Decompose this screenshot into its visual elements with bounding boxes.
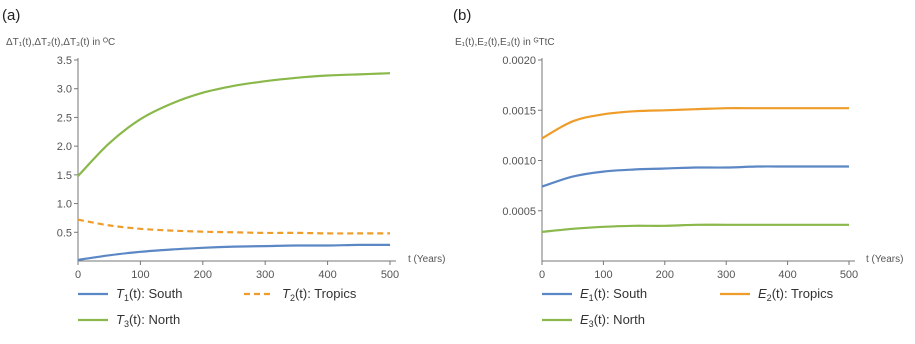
x-tick-label: 300	[256, 269, 274, 281]
x-tick-label: 200	[194, 269, 212, 281]
y-tick-label: 0.0015	[502, 105, 536, 117]
chart-panel-a: (a) ΔT₁(t),ΔT₂(t),ΔT₃(t) in ᴼC 0.5 1.0 1.5 2.…	[2, 7, 445, 329]
legend-item-t2: T2(t): Tropics	[244, 286, 357, 303]
x-tick-label: 500	[840, 269, 858, 281]
x-tick-label: 400	[778, 269, 796, 281]
panel-label: (a)	[2, 7, 20, 24]
legend-label: T1(t): South	[116, 286, 182, 303]
y-tick-label: 1.5	[57, 170, 72, 182]
legend-label: E1(t): South	[580, 286, 647, 303]
x-axis-title: t (Years)	[408, 254, 445, 265]
legend-label: T3(t): North	[116, 312, 180, 329]
x-tick-label: 300	[717, 269, 735, 281]
x-tick-label: 100	[594, 269, 612, 281]
x-tick-label: 400	[318, 269, 336, 281]
x-tick-label: 500	[381, 269, 399, 281]
legend-label: E2(t): Tropics	[758, 286, 834, 303]
series-line-t3	[77, 72, 391, 177]
x-tick-label: 200	[656, 269, 674, 281]
y-tick-label: 2.0	[57, 141, 72, 153]
x-tick-label: 100	[131, 269, 149, 281]
panel-label: (b)	[453, 7, 471, 24]
y-tick-label: 0.5	[57, 227, 72, 239]
y-tick-label: 3.0	[57, 84, 72, 96]
series-line-e2	[541, 107, 849, 140]
legend-item-e1: E1(t): South	[542, 286, 647, 303]
y-tick-label: 0.0020	[502, 55, 536, 67]
y-tick-label: 0.0010	[502, 156, 536, 168]
y-tick-label: 3.5	[57, 55, 72, 67]
y-tick-label: 1.0	[57, 199, 72, 211]
legend-item-e3: E3(t): North	[542, 312, 645, 329]
y-axis-title: E₁(t),E₂(t),E₃(t) in ᴳTtC	[455, 37, 555, 48]
series-line-e1	[541, 165, 849, 188]
y-tick-label: 0.0005	[502, 206, 536, 218]
y-axis-title: ΔT₁(t),ΔT₂(t),ΔT₃(t) in ᴼC	[6, 37, 115, 48]
x-tick-label: 0	[539, 269, 545, 281]
legend-item-e2: E2(t): Tropics	[720, 286, 834, 303]
x-axis-title: t (Years)	[866, 254, 903, 265]
series-line-t2	[77, 218, 390, 235]
legend-label: T2(t): Tropics	[282, 286, 357, 303]
legend-label: E3(t): North	[580, 312, 645, 329]
series-line-e3	[541, 223, 849, 233]
chart-panel-b: (b) E₁(t),E₂(t),E₃(t) in ᴳTtC 0.0005 0.0010…	[453, 7, 903, 329]
x-tick-label: 0	[75, 269, 81, 281]
legend-item-t1: T1(t): South	[78, 286, 182, 303]
legend-item-t3: T3(t): North	[78, 312, 180, 329]
y-tick-label: 2.5	[57, 112, 72, 124]
series-line-t1	[77, 243, 391, 261]
